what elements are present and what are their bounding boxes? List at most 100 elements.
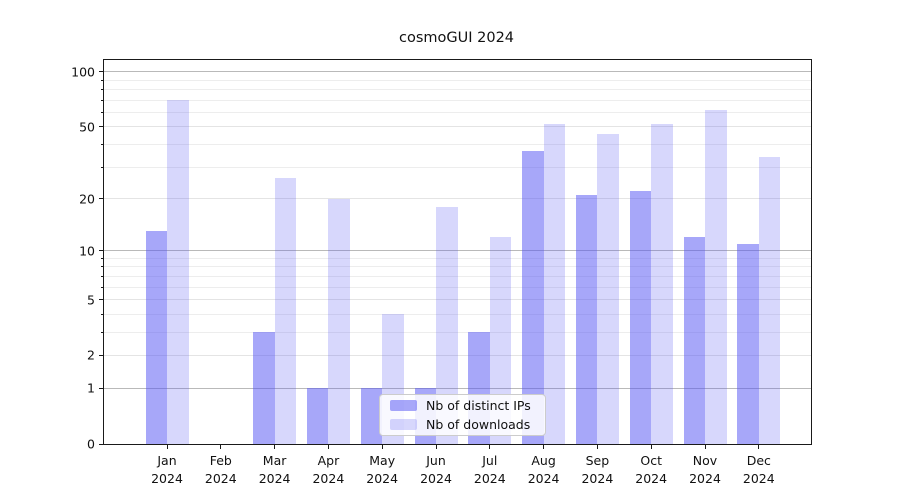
x-tick-mark (274, 445, 276, 449)
x-tick-label-may: May 2024 (366, 453, 399, 487)
x-tick-label-mar: Mar 2024 (258, 453, 291, 487)
gridline-minor (104, 79, 811, 81)
gridline-minor (104, 275, 811, 277)
y-tick-mark (99, 126, 103, 128)
plot-area: Nb of distinct IPs Nb of downloads 100 50… (71, 59, 812, 486)
gridline-minor (104, 286, 811, 288)
x-tick-mark (435, 445, 437, 449)
bar-distinct-ips-dec (737, 243, 759, 444)
x-tick-mark (543, 445, 545, 449)
y-tick-mark (99, 71, 103, 73)
y-minor-tick-mark (101, 331, 103, 333)
y-tick-label: 5 (87, 292, 95, 308)
gridline-minor (104, 331, 811, 333)
y-tick-label: 20 (79, 191, 95, 206)
y-tick-label: 10 (79, 243, 95, 259)
y-tick-label: 0 (87, 436, 95, 452)
bar-distinct-ips-jan (145, 231, 167, 444)
bar-downloads-oct (651, 123, 673, 444)
gridline (104, 299, 811, 301)
legend: Nb of distinct IPs Nb of downloads (379, 394, 546, 436)
x-tick-mark (166, 445, 168, 449)
y-minor-tick-mark (101, 266, 103, 268)
y-tick-mark (99, 354, 103, 356)
bar-downloads-nov (705, 109, 727, 444)
y-tick-mark (99, 443, 103, 445)
gridline-minor (104, 166, 811, 168)
bar-downloads-aug (543, 123, 566, 444)
bar-distinct-ips-sep (575, 194, 598, 444)
legend-label-distinct-ips: Nb of distinct IPs (426, 398, 531, 413)
x-tick-mark (489, 445, 491, 449)
gridline-minor (104, 99, 811, 101)
x-tick-label-jan: Jan 2024 (151, 453, 183, 487)
gridline-minor (104, 313, 811, 315)
y-minor-tick-mark (101, 144, 103, 146)
x-tick-mark (704, 445, 706, 449)
bar-downloads-sep (597, 133, 619, 444)
y-minor-tick-mark (101, 275, 103, 277)
gridline (104, 126, 811, 128)
gridline (104, 354, 811, 356)
bar-distinct-ips-mar (253, 332, 275, 444)
bar-downloads-apr (328, 198, 350, 444)
x-tick-label-sep: Sep 2024 (581, 453, 614, 487)
bar-downloads-jun (436, 206, 458, 444)
legend-swatch-downloads-icon (390, 419, 417, 430)
y-tick-mark (99, 299, 103, 301)
y-minor-tick-mark (101, 257, 103, 259)
x-tick-mark (220, 445, 222, 449)
y-minor-tick-mark (101, 112, 103, 114)
y-tick-label: 2 (87, 347, 95, 363)
legend-label-downloads: Nb of downloads (426, 417, 531, 432)
x-tick-label-jun: Jun 2024 (420, 453, 452, 487)
gridline (104, 387, 811, 389)
y-minor-tick-mark (101, 79, 103, 81)
x-tick-label-aug: Aug 2024 (527, 453, 560, 487)
x-tick-mark (758, 445, 760, 449)
x-tick-mark (650, 445, 652, 449)
x-tick-mark (596, 445, 598, 449)
y-minor-tick-mark (101, 166, 103, 168)
bar-downloads-dec (758, 157, 781, 444)
gridline-minor (104, 144, 811, 146)
y-minor-tick-mark (101, 313, 103, 315)
gridline-minor (104, 89, 811, 91)
gridline-minor (104, 257, 811, 259)
y-tick-label: 50 (79, 119, 95, 135)
y-tick-mark (99, 250, 103, 252)
x-tick-label-apr: Apr 2024 (312, 453, 345, 487)
bar-distinct-ips-aug (522, 150, 544, 444)
x-tick-label-feb: Feb 2024 (204, 453, 237, 487)
y-tick-mark (99, 387, 103, 389)
x-tick-label-jul: Jul 2024 (473, 453, 506, 487)
y-minor-tick-mark (101, 89, 103, 91)
gridline (104, 198, 811, 199)
chart-title: cosmoGUI 2024 (398, 30, 515, 46)
x-tick-mark (381, 445, 383, 449)
gridline (104, 250, 811, 252)
x-tick-mark (327, 445, 329, 449)
y-tick-mark (99, 198, 103, 199)
x-tick-label-nov: Nov 2024 (689, 453, 721, 487)
gridline-minor (104, 112, 811, 114)
x-tick-label-oct: Oct 2024 (635, 453, 668, 487)
y-tick-label: 1 (87, 380, 95, 396)
legend-item-distinct-ips: Nb of distinct IPs (380, 398, 545, 413)
bar-downloads-jul (489, 237, 512, 444)
legend-item-downloads: Nb of downloads (380, 417, 545, 432)
legend-swatch-distinct-ips-icon (390, 400, 417, 411)
bar-downloads-jan (167, 100, 189, 444)
bar-distinct-ips-may (360, 388, 383, 444)
gridline (104, 71, 811, 73)
bar-distinct-ips-apr (306, 388, 329, 444)
y-tick-label: 100 (71, 64, 95, 80)
bar-distinct-ips-nov (683, 237, 705, 444)
y-minor-tick-mark (101, 286, 103, 288)
bar-downloads-mar (274, 178, 297, 444)
bar-distinct-ips-oct (629, 191, 652, 444)
x-tick-label-dec: Dec 2024 (742, 453, 775, 487)
gridline-minor (104, 266, 811, 268)
y-minor-tick-mark (101, 99, 103, 101)
